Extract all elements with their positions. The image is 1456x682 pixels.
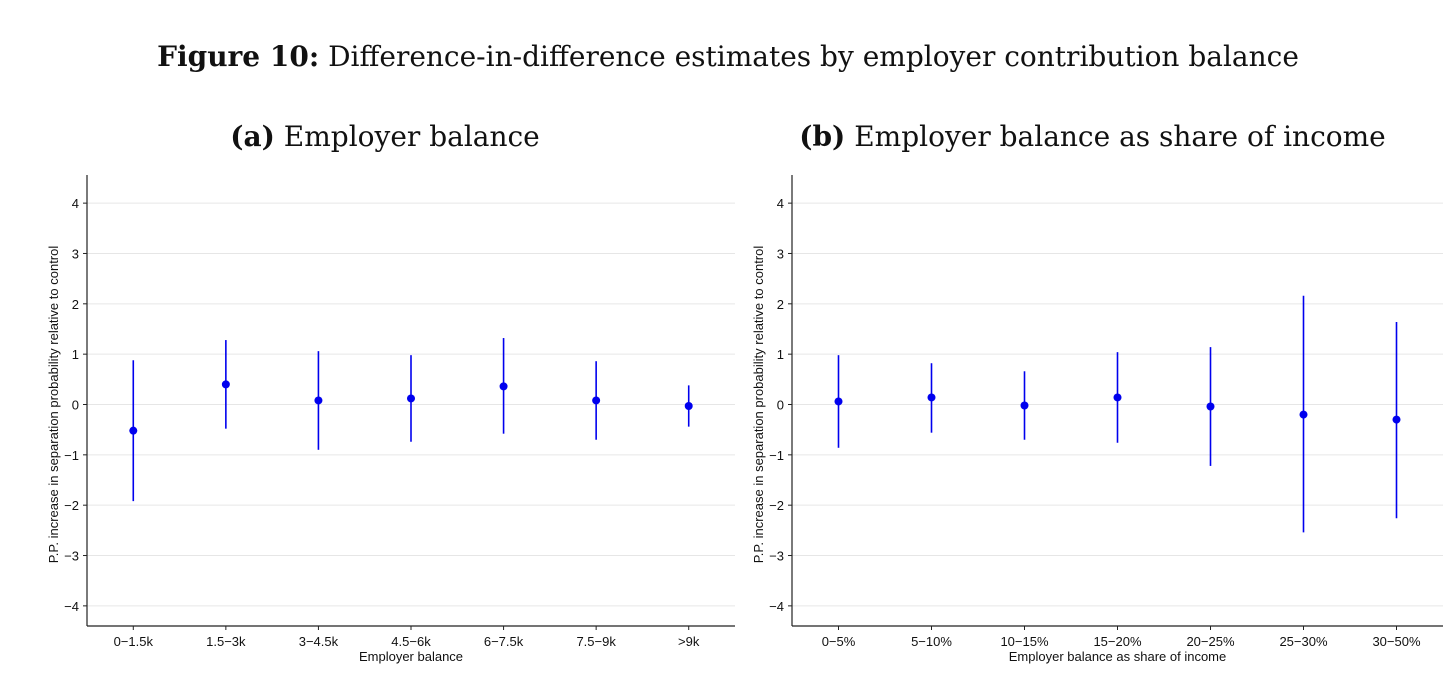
x-tick-label: >9k [678,634,700,649]
y-tick-label: 0 [777,398,784,413]
y-tick-label: −2 [64,498,79,513]
panel-a-label: (a) [230,120,275,153]
estimate-point [407,394,415,403]
y-tick-label: −4 [769,599,784,614]
x-tick-label: 6−7.5k [484,634,524,649]
panel-b-title: (b) Employer balance as share of income [745,120,1440,153]
estimate-point [1392,415,1401,424]
y-tick-label: 4 [72,196,79,211]
x-axis-label: Employer balance [359,649,463,664]
estimate-point [1206,402,1215,411]
x-tick-label: 0−1.5k [114,634,154,649]
estimate-point [1113,393,1122,402]
y-tick-label: −3 [64,549,79,564]
panel-a-title: (a) Employer balance [40,120,730,153]
panel-b-label: (b) [799,120,846,153]
x-tick-label: 15−20% [1093,634,1142,649]
x-tick-label: 1.5−3k [206,634,246,649]
y-tick-label: 2 [777,297,784,312]
x-tick-label: 25−30% [1279,634,1328,649]
y-tick-label: 1 [777,347,784,362]
estimate-point [499,382,508,391]
estimate-point [1299,410,1308,419]
y-tick-label: 1 [72,347,79,362]
figure-title-text: Difference-in-difference estimates by em… [328,40,1299,73]
chart-b: −4 −3 −2 −1 0 1 2 3 4 0−5% 5−10% 10−15% 15−20% 20−25%… [751,175,1443,664]
x-tick-label: 4.5−6k [391,634,431,649]
x-tick-label: 30−50% [1372,634,1421,649]
estimate-point [129,426,138,435]
chart-a: −4 −3 −2 −1 0 1 2 3 4 0−1.5k 1.5−3k 3−4.5k 4.5−6k 6−7… [46,175,735,664]
panel-b-title-text: Employer balance as share of income [854,120,1386,153]
x-tick-label: 7.5−9k [576,634,616,649]
y-tick-label: 4 [777,196,784,211]
y-tick-label: −1 [64,448,79,463]
x-axis-label: Employer balance as share of income [1009,649,1227,664]
x-tick-label: 5−10% [911,634,952,649]
estimate-point [221,380,230,389]
y-axis-label: P.P. increase in separation probability … [46,246,61,564]
y-tick-label: 0 [72,398,79,413]
estimate-point [684,402,693,411]
estimate-point [834,397,843,406]
y-tick-label: −2 [769,498,784,513]
estimate-point [592,396,601,405]
y-tick-label: −1 [769,448,784,463]
figure-title: Figure 10: Difference-in-difference esti… [0,40,1456,73]
x-tick-label: 0−5% [822,634,856,649]
estimate-point [927,393,936,402]
estimate-point [314,396,323,405]
y-tick-label: 3 [777,246,784,261]
y-tick-label: 3 [72,246,79,261]
x-tick-label: 3−4.5k [299,634,339,649]
y-tick-label: −3 [769,549,784,564]
y-tick-label: 2 [72,297,79,312]
y-axis-label: P.P. increase in separation probability … [751,246,766,564]
x-tick-label: 10−15% [1000,634,1049,649]
y-tick-label: −4 [64,599,79,614]
panel-a-title-text: Employer balance [283,120,540,153]
figure-label: Figure 10: [157,40,320,73]
x-tick-label: 20−25% [1186,634,1235,649]
estimate-point [1020,401,1029,410]
